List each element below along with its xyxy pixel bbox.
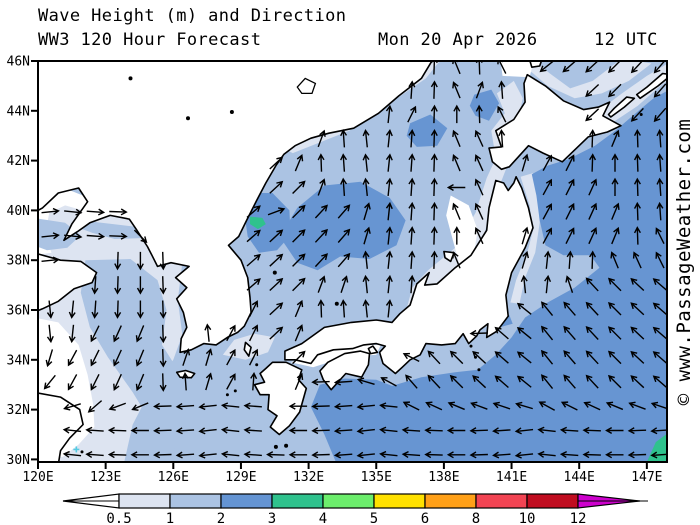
svg-text:144E: 144E [564, 470, 595, 485]
latitude-axis: 46N 44N 42N 40N 38N 36N 34N 32N 30N [7, 55, 38, 468]
wave-direction-arrows [41, 61, 667, 459]
map-title: Wave Height (m) and Direction [38, 6, 347, 26]
svg-text:4: 4 [319, 511, 327, 525]
svg-text:38N: 38N [7, 254, 30, 269]
map-frame [37, 60, 668, 463]
svg-text:42N: 42N [7, 154, 30, 169]
svg-text:135E: 135E [361, 470, 392, 485]
svg-text:2: 2 [217, 511, 225, 525]
svg-text:147E: 147E [631, 470, 662, 485]
svg-text:46N: 46N [7, 55, 30, 70]
svg-text:8: 8 [472, 511, 480, 525]
svg-text:36N: 36N [7, 304, 30, 319]
svg-text:44N: 44N [7, 104, 30, 119]
svg-text:123E: 123E [90, 470, 121, 485]
svg-text:132E: 132E [293, 470, 324, 485]
svg-text:126E: 126E [158, 470, 189, 485]
svg-text:3: 3 [268, 511, 276, 525]
forecast-model-label: WW3 120 Hour Forecast [38, 30, 262, 50]
svg-text:5: 5 [370, 511, 378, 525]
svg-text:6: 6 [421, 511, 429, 525]
svg-text:12: 12 [570, 511, 587, 525]
svg-text:40N: 40N [7, 204, 30, 219]
svg-text:10: 10 [519, 511, 536, 525]
forecast-date: Mon 20 Apr 2026 [378, 30, 538, 50]
forecast-utc: 12 UTC [594, 30, 658, 50]
svg-text:141E: 141E [496, 470, 527, 485]
svg-text:129E: 129E [225, 470, 256, 485]
svg-text:120E: 120E [22, 470, 53, 485]
svg-text:34N: 34N [7, 353, 30, 368]
svg-text:0.5: 0.5 [106, 511, 131, 525]
coastline-layer [38, 61, 667, 462]
buoy-marker [73, 446, 80, 453]
wave-height-colorbar: 0.5 1 2 3 4 5 6 8 10 12 [62, 493, 648, 525]
svg-text:30N: 30N [7, 453, 30, 468]
svg-text:32N: 32N [7, 403, 30, 418]
lake-khanka [296, 77, 317, 95]
svg-text:138E: 138E [428, 470, 459, 485]
longitude-axis: 120E 123E 126E 129E 132E 135E 138E 141E 144E 147E [22, 462, 663, 485]
svg-text:1: 1 [166, 511, 174, 525]
